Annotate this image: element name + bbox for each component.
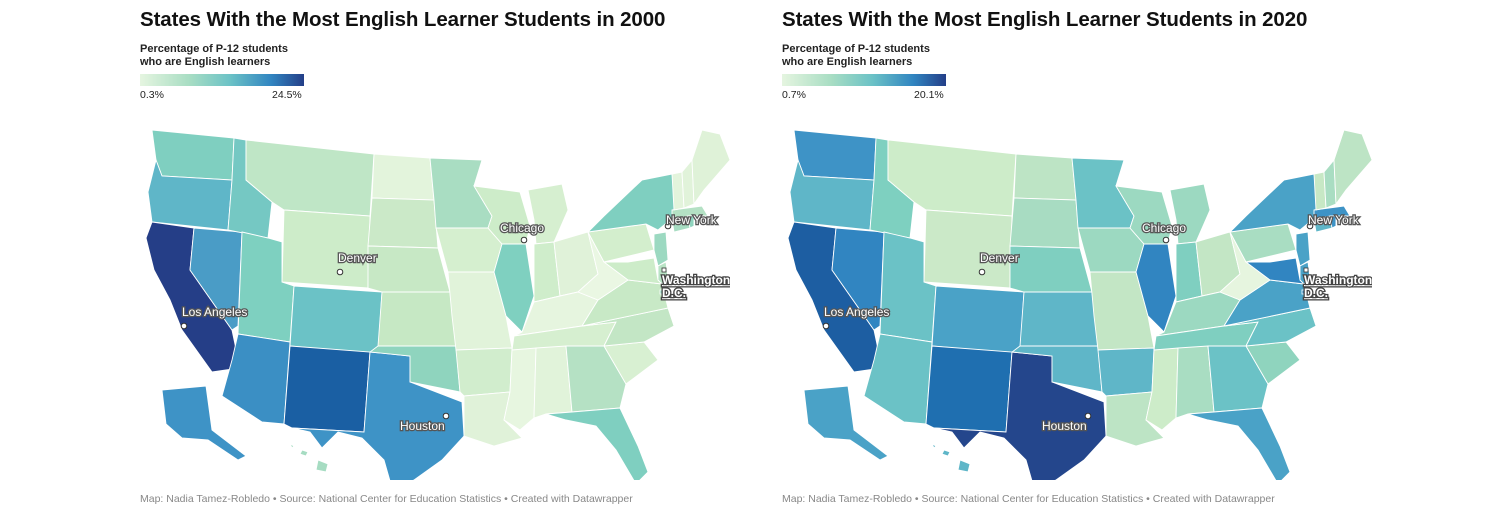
- city-label-houston: Houston: [400, 419, 445, 433]
- city-dot-los-angeles: [180, 322, 188, 330]
- state-tx: [933, 351, 1107, 480]
- legend-title: Percentage of P-12 students who are Engl…: [782, 43, 930, 69]
- state-nd: [371, 153, 435, 201]
- states-layer: Chicago New York Denver Los Angeles Houston W…: [787, 129, 1372, 480]
- state-ny: [1228, 173, 1323, 233]
- state-sd: [1009, 197, 1081, 249]
- state-ks: [1019, 291, 1099, 347]
- legend-title-line2: who are English learners: [140, 56, 271, 68]
- city-label-denver: Denver: [980, 251, 1019, 265]
- legend-max-label: 24.5%: [272, 89, 302, 101]
- state-ia: [435, 227, 503, 273]
- city-dot-houston: [1084, 412, 1092, 420]
- map-panel-2020: States With the Most English Learner Stu…: [782, 0, 1402, 515]
- state-ia: [1077, 227, 1145, 273]
- state-ks: [377, 291, 457, 347]
- state-az: [221, 333, 291, 425]
- state-nj: [1295, 231, 1311, 267]
- state-ar: [1097, 347, 1155, 397]
- city-label-houston: Houston: [1042, 419, 1087, 433]
- city-marker-washington: [1303, 267, 1309, 273]
- state-ga: [565, 345, 627, 413]
- city-label-dc: D.C.: [1304, 286, 1328, 300]
- state-az: [863, 333, 933, 425]
- city-dot-chicago: [1162, 236, 1170, 244]
- map-footer: Map: Nadia Tamez-Robledo • Source: Natio…: [782, 493, 1275, 505]
- state-hi: [288, 442, 329, 473]
- state-tx: [291, 351, 465, 480]
- city-dot-new-york: [664, 222, 672, 230]
- state-ga: [1207, 345, 1269, 413]
- legend-title-line1: Percentage of P-12 students: [140, 43, 288, 55]
- us-choropleth-map: Chicago New York Denver Los Angeles Houston W…: [145, 129, 730, 480]
- state-hi: [930, 442, 971, 473]
- legend-title: Percentage of P-12 students who are Engl…: [140, 43, 288, 69]
- legend-color-bar: [782, 74, 946, 86]
- state-ne: [1009, 245, 1093, 293]
- city-dot-denver: [978, 268, 986, 276]
- state-ak: [161, 385, 247, 461]
- state-co: [289, 285, 383, 355]
- state-wa: [151, 129, 235, 181]
- state-me: [691, 129, 730, 206]
- city-label-chicago: Chicago: [1142, 221, 1186, 235]
- city-label-denver: Denver: [338, 251, 377, 265]
- state-mi: [527, 183, 569, 245]
- city-label-los-angeles: Los Angeles: [182, 305, 247, 319]
- city-dot-chicago: [520, 236, 528, 244]
- legend-max-label: 20.1%: [914, 89, 944, 101]
- state-ak: [803, 385, 889, 461]
- state-ny: [586, 173, 681, 233]
- map-title: States With the Most English Learner Stu…: [140, 8, 666, 31]
- city-label-washington: Washington: [1304, 273, 1372, 287]
- city-label-dc: D.C.: [662, 286, 686, 300]
- state-de: [657, 261, 669, 285]
- city-dot-new-york: [1306, 222, 1314, 230]
- state-fl: [545, 407, 649, 480]
- city-dot-houston: [442, 412, 450, 420]
- state-wy: [923, 209, 1013, 289]
- state-fl: [1187, 407, 1291, 480]
- state-nm: [925, 345, 1013, 433]
- city-dot-denver: [336, 268, 344, 276]
- map-title: States With the Most English Learner Stu…: [782, 8, 1308, 31]
- state-ar: [455, 347, 513, 397]
- state-ma: [1313, 205, 1351, 221]
- legend-title-line2: who are English learners: [782, 56, 913, 68]
- state-nm: [283, 345, 371, 433]
- state-co: [931, 285, 1025, 355]
- city-label-new-york: New York: [1308, 213, 1360, 227]
- city-marker-washington: [661, 267, 667, 273]
- state-al: [1175, 345, 1215, 419]
- state-nj: [653, 231, 669, 267]
- city-label-los-angeles: Los Angeles: [824, 305, 889, 319]
- states-layer: Chicago New York Denver Los Angeles Houston W…: [145, 129, 730, 480]
- state-nd: [1013, 153, 1077, 201]
- map-footer: Map: Nadia Tamez-Robledo • Source: Natio…: [140, 493, 633, 505]
- state-me: [1333, 129, 1372, 206]
- state-wy: [281, 209, 371, 289]
- city-label-chicago: Chicago: [500, 221, 544, 235]
- state-de: [1299, 261, 1311, 285]
- state-wa: [793, 129, 877, 181]
- state-mi: [1169, 183, 1211, 245]
- legend-min-label: 0.3%: [140, 89, 164, 101]
- city-label-washington: Washington: [662, 273, 730, 287]
- state-ne: [367, 245, 451, 293]
- state-ma: [671, 205, 709, 221]
- state-sd: [367, 197, 439, 249]
- legend-title-line1: Percentage of P-12 students: [782, 43, 930, 55]
- city-dot-los-angeles: [822, 322, 830, 330]
- city-label-new-york: New York: [666, 213, 718, 227]
- us-choropleth-map: Chicago New York Denver Los Angeles Houston W…: [787, 129, 1372, 480]
- legend-color-bar: [140, 74, 304, 86]
- state-dc: [659, 289, 665, 295]
- state-al: [533, 345, 573, 419]
- state-dc: [1301, 289, 1307, 295]
- legend-min-label: 0.7%: [782, 89, 806, 101]
- map-panel-2000: States With the Most English Learner Stu…: [140, 0, 760, 515]
